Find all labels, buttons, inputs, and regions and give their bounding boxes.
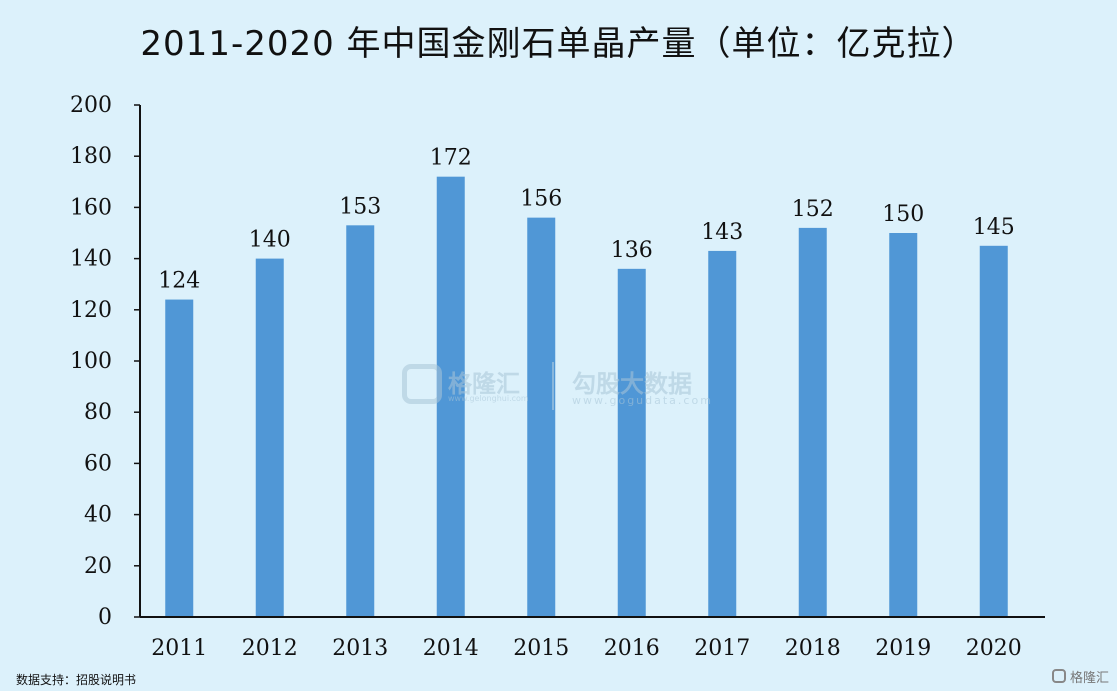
x-tick-label-2013: 2013 (332, 636, 388, 661)
watermark: 格隆汇 www.gelonghui.com 勾股大数据 www.gogudata… (400, 360, 730, 416)
gelonghui-logo-icon (1051, 669, 1066, 683)
data-label-2017: 143 (701, 220, 743, 245)
x-tick-label-2017: 2017 (694, 636, 750, 661)
bar-2020 (979, 245, 1008, 618)
bar-2017 (708, 250, 737, 618)
x-tick-label-2018: 2018 (785, 636, 841, 661)
bar-2011 (165, 299, 194, 617)
x-tick-label-2016: 2016 (604, 636, 660, 661)
corner-badge-text: 格隆汇 (1069, 670, 1109, 686)
bar-2019 (889, 233, 918, 617)
watermark-brand-url: www.gelonghui.com (448, 394, 529, 403)
y-tick-label: 40 (84, 503, 112, 528)
bar-2018 (798, 227, 827, 617)
data-label-2012: 140 (249, 228, 291, 253)
x-tick-label-2014: 2014 (423, 636, 479, 661)
chart-title: 2011-2020 年中国金刚石单晶产量（单位：亿克拉） (140, 24, 977, 64)
data-label-2020: 145 (973, 215, 1015, 240)
x-tick-label-2011: 2011 (151, 636, 207, 661)
x-tick-label-2012: 2012 (242, 636, 298, 661)
x-tick-label-2020: 2020 (966, 636, 1022, 661)
data-label-2013: 153 (339, 194, 381, 219)
data-label-2014: 172 (430, 146, 472, 171)
y-tick-label: 200 (70, 93, 112, 118)
watermark-partner: 勾股大数据 (572, 370, 692, 398)
y-tick-label: 60 (84, 451, 112, 476)
y-tick-label: 140 (70, 247, 112, 272)
y-tick-label: 180 (70, 144, 112, 169)
bar-2012 (255, 258, 284, 617)
x-tick-label-2015: 2015 (513, 636, 569, 661)
gelonghui-logo-icon (402, 364, 442, 404)
y-tick-label: 160 (70, 195, 112, 220)
bar-2013 (346, 225, 375, 617)
data-label-2016: 136 (611, 238, 653, 263)
bar-2015 (527, 217, 556, 617)
x-tick-label-2019: 2019 (875, 636, 931, 661)
watermark-divider (552, 362, 554, 410)
y-tick-label: 100 (70, 349, 112, 374)
watermark-brand: 格隆汇 (448, 370, 520, 398)
y-tick-label: 0 (98, 605, 112, 630)
data-label-2011: 124 (158, 269, 200, 294)
bars (165, 176, 1008, 618)
x-axis-ticks: 2011 2012 2013 2014 2015 2016 2017 2018 2019 2020 (151, 636, 1022, 661)
y-tick-label: 20 (84, 554, 112, 579)
watermark-partner-url: www.gogudata.com (572, 394, 713, 407)
bar-2016 (617, 268, 646, 617)
data-label-2015: 156 (520, 187, 562, 212)
y-tick-label: 120 (70, 298, 112, 323)
y-tick-label: 80 (84, 400, 112, 425)
y-axis-ticks: 0 20 40 60 80 100 120 140 160 180 200 (70, 93, 140, 630)
data-label-2018: 152 (792, 197, 834, 222)
source-note: 数据支持：招股说明书 (16, 673, 137, 687)
data-labels: 124 140 153 172 156 136 143 152 150 145 (158, 146, 1015, 294)
corner-badge: 格隆汇 (1051, 666, 1109, 686)
data-label-2019: 150 (882, 202, 924, 227)
